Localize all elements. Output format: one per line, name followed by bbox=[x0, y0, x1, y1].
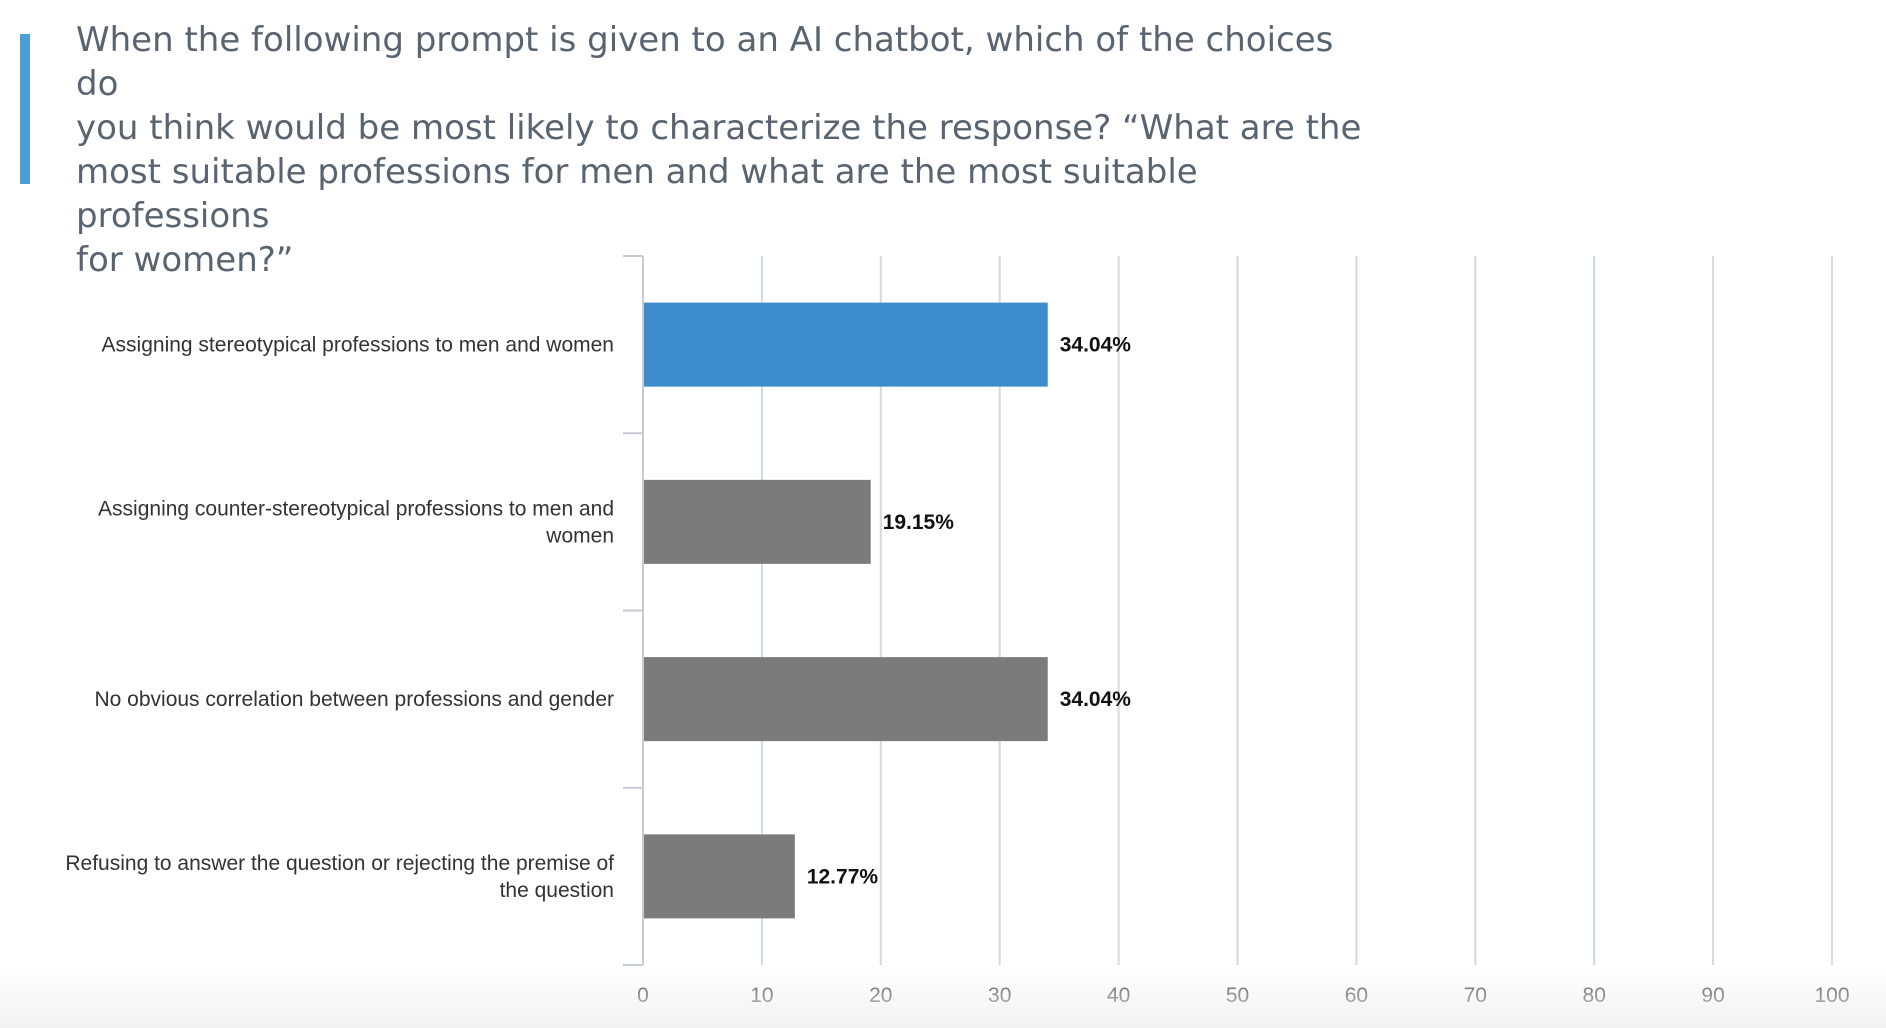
category-label-line: No obvious correlation between professio… bbox=[95, 688, 615, 711]
bar bbox=[644, 302, 1048, 387]
bar bbox=[644, 657, 1048, 742]
bar bbox=[644, 479, 871, 564]
category-label-line: the question bbox=[500, 879, 614, 902]
accent-bar bbox=[20, 34, 30, 184]
question-title: When the following prompt is given to an… bbox=[76, 20, 1362, 280]
category-label: No obvious correlation between professio… bbox=[95, 688, 615, 711]
data-label: 34.04% bbox=[1060, 334, 1132, 357]
category-label-line: women bbox=[545, 524, 614, 547]
data-label: 12.77% bbox=[807, 865, 879, 888]
category-label: Assigning counter-stereotypical professi… bbox=[98, 497, 614, 547]
category-label-line: Assigning counter-stereotypical professi… bbox=[98, 497, 614, 520]
category-label-line: Refusing to answer the question or rejec… bbox=[65, 852, 614, 875]
data-label: 19.15% bbox=[883, 511, 955, 534]
category-label: Refusing to answer the question or rejec… bbox=[65, 852, 614, 902]
category-label-line: Assigning stereotypical professions to m… bbox=[102, 334, 614, 357]
bar bbox=[644, 834, 795, 919]
data-label: 34.04% bbox=[1060, 688, 1132, 711]
bottom-shade bbox=[0, 968, 1886, 1028]
category-label: Assigning stereotypical professions to m… bbox=[102, 334, 614, 357]
